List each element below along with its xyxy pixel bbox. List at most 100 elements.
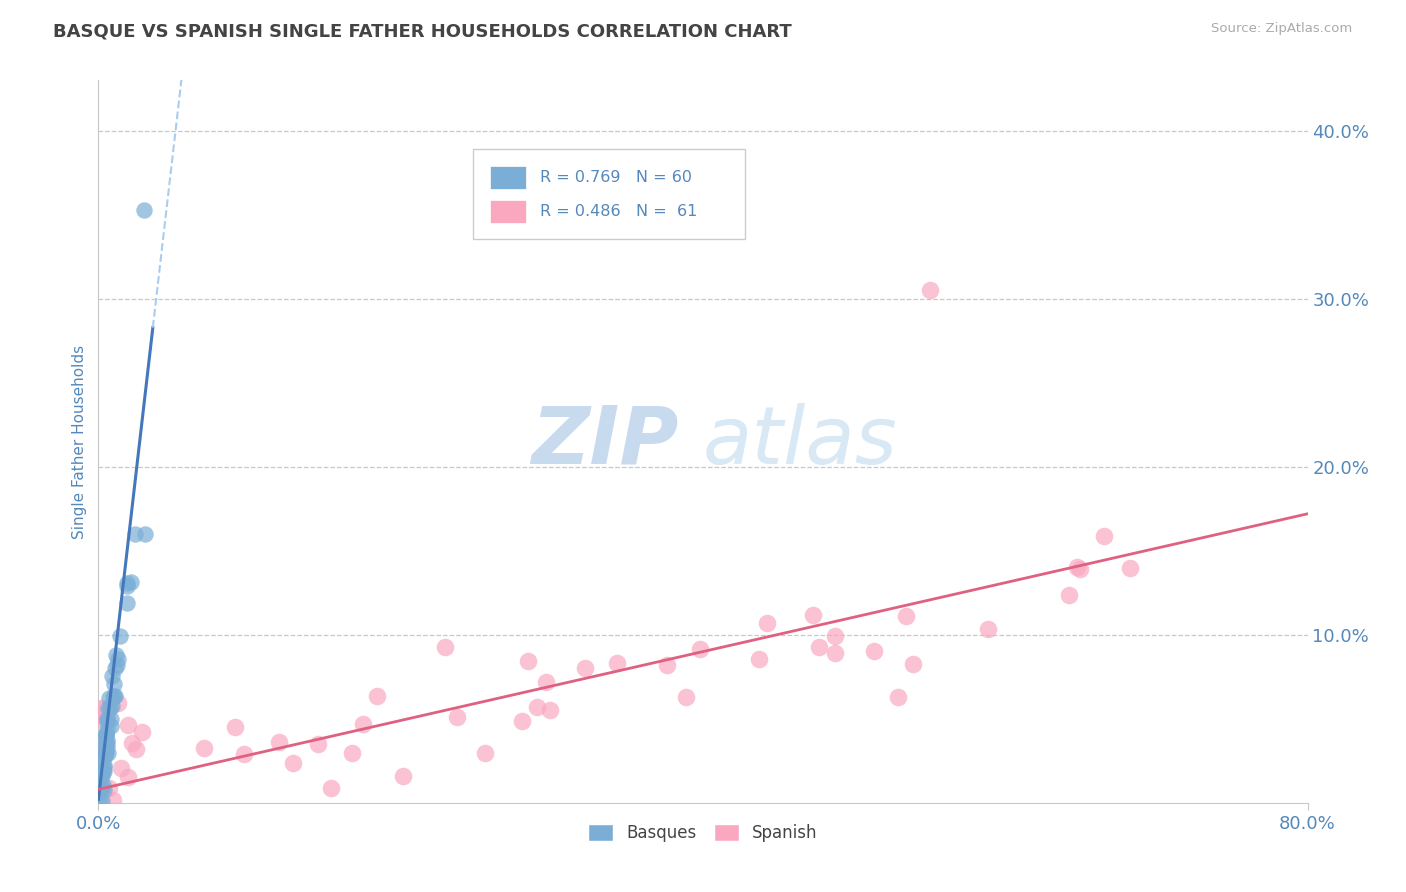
Point — [193, 741, 215, 756]
Point — [89, 702, 111, 716]
Point — [94, 736, 117, 750]
Point — [342, 746, 364, 760]
Point — [120, 574, 142, 589]
Point — [91, 752, 114, 766]
FancyBboxPatch shape — [491, 166, 526, 189]
Point — [901, 657, 924, 672]
Point — [90, 794, 112, 808]
Text: BASQUE VS SPANISH SINGLE FATHER HOUSEHOLDS CORRELATION CHART: BASQUE VS SPANISH SINGLE FATHER HOUSEHOL… — [53, 22, 792, 40]
Point — [606, 656, 628, 670]
Point — [117, 596, 139, 610]
Text: R = 0.769   N = 60: R = 0.769 N = 60 — [540, 169, 692, 185]
Legend: Basques, Spanish: Basques, Spanish — [582, 817, 824, 848]
Point — [1057, 588, 1080, 602]
Point — [689, 642, 711, 657]
Point — [94, 727, 117, 741]
Point — [90, 751, 112, 765]
Point — [94, 745, 117, 759]
Point — [976, 622, 998, 636]
Point — [1092, 529, 1115, 543]
Point — [117, 576, 139, 591]
Point — [90, 767, 112, 781]
Point — [96, 707, 118, 722]
Point — [93, 758, 115, 772]
Point — [93, 745, 115, 759]
Point — [89, 775, 111, 789]
Point — [887, 690, 910, 704]
Point — [115, 579, 138, 593]
Point — [98, 780, 121, 795]
Point — [96, 736, 118, 750]
Point — [90, 701, 112, 715]
Point — [824, 647, 846, 661]
Point — [96, 733, 118, 747]
Point — [97, 700, 120, 714]
Point — [894, 609, 917, 624]
Point — [117, 770, 139, 784]
Point — [801, 608, 824, 623]
FancyBboxPatch shape — [491, 200, 526, 223]
Point — [110, 761, 132, 775]
Point — [824, 629, 846, 643]
Point — [104, 689, 127, 703]
FancyBboxPatch shape — [474, 149, 745, 239]
Point — [94, 748, 117, 763]
Point — [89, 780, 111, 794]
Point — [574, 661, 596, 675]
Point — [94, 727, 117, 741]
Point — [110, 629, 132, 643]
Point — [89, 791, 111, 805]
Point — [89, 766, 111, 780]
Point — [105, 648, 128, 662]
Point — [91, 769, 114, 783]
Point — [267, 735, 290, 749]
Point — [96, 714, 118, 728]
Point — [103, 690, 125, 704]
Point — [132, 202, 155, 217]
Point — [89, 781, 111, 796]
Y-axis label: Single Father Households: Single Father Households — [72, 344, 87, 539]
Point — [89, 708, 111, 723]
Text: ZIP: ZIP — [531, 402, 679, 481]
Point — [89, 781, 111, 796]
Point — [321, 780, 343, 795]
Point — [748, 652, 770, 666]
Point — [91, 764, 114, 779]
Point — [93, 764, 115, 778]
Point — [1069, 562, 1091, 576]
Point — [121, 736, 143, 750]
Point — [233, 747, 256, 761]
Point — [93, 760, 115, 774]
Point — [1066, 560, 1088, 574]
Point — [125, 742, 148, 756]
Point — [96, 740, 118, 755]
Point — [89, 733, 111, 747]
Point — [91, 781, 114, 796]
Point — [98, 701, 121, 715]
Point — [104, 661, 127, 675]
Point — [107, 652, 129, 666]
Point — [517, 654, 540, 668]
Point — [91, 779, 114, 793]
Point — [675, 690, 697, 705]
Point — [307, 737, 329, 751]
Point — [134, 527, 156, 541]
Point — [391, 768, 413, 782]
Point — [94, 738, 117, 752]
Point — [352, 716, 374, 731]
Point — [434, 640, 457, 654]
Point — [100, 719, 122, 733]
Point — [538, 703, 561, 717]
Point — [526, 699, 548, 714]
Point — [105, 657, 128, 672]
Point — [101, 669, 124, 683]
Point — [655, 658, 678, 673]
Point — [97, 690, 120, 705]
Point — [918, 283, 941, 297]
Point — [97, 746, 120, 760]
Point — [89, 786, 111, 800]
Point — [103, 689, 125, 703]
Point — [89, 785, 111, 799]
Point — [124, 527, 146, 541]
Point — [281, 756, 304, 771]
